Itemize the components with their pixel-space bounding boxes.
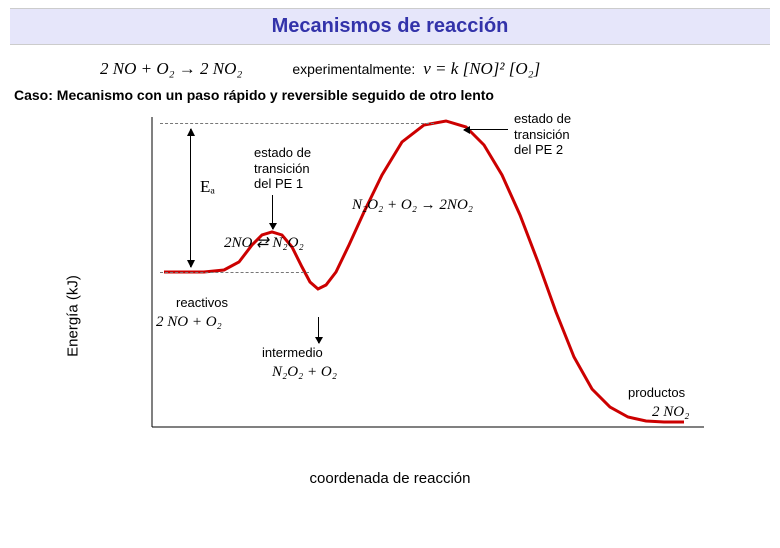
x-axis-label: coordenada de reacción (40, 470, 740, 487)
y-axis-label: Energía (kJ) (64, 275, 81, 357)
intermediate-formula: N₂O₂ + O₂ (272, 364, 337, 381)
step1-formula: 2NO ⇄ N₂O₂ (224, 233, 304, 252)
ea-label: Eₐ (200, 177, 215, 197)
equation-row: 2 NO + O₂ → 2 NO₂ experimentalmente: v =… (100, 59, 780, 79)
main-equation: 2 NO + O₂ → 2 NO₂ (100, 59, 242, 79)
energy-diagram: Energía (kJ) Eₐ estado de transición del… (40, 107, 740, 487)
plot-area: Eₐ estado de transición del PE 1 estado … (104, 117, 724, 437)
ea-arrow (190, 129, 191, 267)
ts1-arrow (272, 195, 273, 229)
ts2-label: estado de transición del PE 2 (514, 111, 571, 158)
case-heading: Caso: Mecanismo con un paso rápido y rev… (14, 87, 780, 103)
intermediate-arrow (318, 317, 319, 343)
reactants-formula: 2 NO + O₂ (156, 314, 222, 331)
title-banner: Mecanismos de reacción (10, 8, 770, 45)
page-title: Mecanismos de reacción (10, 15, 770, 38)
products-formula: 2 NO₂ (652, 404, 689, 421)
experiment-label: experimentalmente: (292, 61, 415, 77)
products-label: productos (628, 385, 685, 401)
rate-law: v = k [NO]² [O₂] (423, 59, 540, 79)
ts1-label: estado de transición del PE 1 (254, 145, 311, 192)
dashed-reactants-line (160, 272, 309, 273)
intermediate-label: intermedio (262, 345, 323, 361)
step2-formula: N₂O₂ + O₂ → 2NO₂ (352, 197, 473, 214)
reactants-label: reactivos (176, 295, 228, 311)
ts2-arrow (464, 129, 508, 130)
dashed-peak-line (160, 123, 434, 124)
